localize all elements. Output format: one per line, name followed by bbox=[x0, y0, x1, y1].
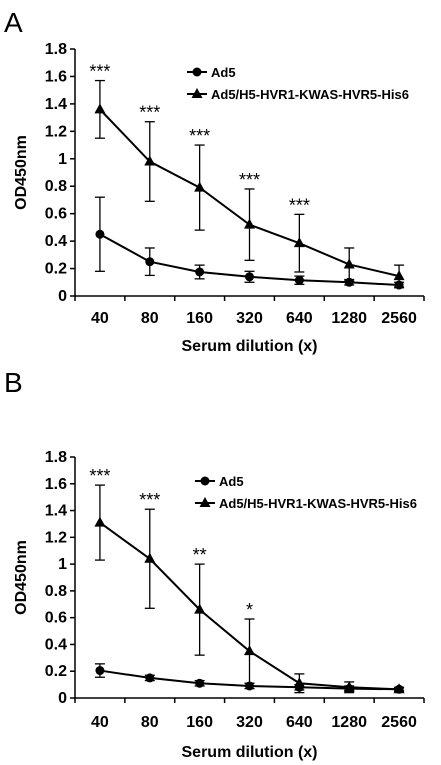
y-tick-label: 1.6 bbox=[45, 68, 67, 85]
point-circle bbox=[294, 275, 304, 285]
significance-label: *** bbox=[239, 170, 260, 190]
y-tick-label: 0 bbox=[58, 288, 67, 305]
point-triangle bbox=[94, 103, 106, 114]
point-triangle bbox=[144, 155, 156, 166]
x-tick-label: 640 bbox=[286, 714, 313, 731]
x-tick-label: 320 bbox=[236, 714, 263, 731]
significance-label: ** bbox=[193, 545, 207, 565]
legend-label: Ad5/H5-HVR1-KWAS-HVR5-His6 bbox=[211, 87, 409, 102]
point-triangle bbox=[393, 683, 405, 694]
legend-label: Ad5/H5-HVR1-KWAS-HVR5-His6 bbox=[219, 496, 417, 511]
point-triangle bbox=[244, 218, 255, 229]
y-tick-label: 0.6 bbox=[45, 206, 67, 223]
point-triangle bbox=[393, 270, 405, 281]
x-tick-label: 80 bbox=[141, 714, 159, 731]
point-triangle bbox=[194, 603, 206, 614]
y-tick-label: 0.6 bbox=[45, 610, 67, 627]
y-tick-label: 1.4 bbox=[45, 503, 67, 520]
point-triangle bbox=[144, 552, 156, 563]
point-circle bbox=[245, 272, 254, 282]
x-axis-label: Serum dilution (x) bbox=[182, 744, 318, 761]
y-tick-label: 1 bbox=[58, 151, 67, 168]
point-triangle bbox=[343, 258, 355, 269]
y-tick-label: 0.4 bbox=[45, 636, 67, 653]
y-axis-label: OD450nm bbox=[13, 135, 30, 210]
legend-marker-circle bbox=[192, 67, 202, 77]
legend-marker-triangle bbox=[191, 88, 203, 98]
panel-letter-b: B bbox=[4, 367, 23, 398]
y-tick-label: 1.8 bbox=[45, 449, 67, 466]
significance-label: *** bbox=[89, 466, 110, 486]
significance-label: *** bbox=[139, 103, 160, 123]
x-tick-label: 80 bbox=[141, 310, 159, 327]
x-axis-label: Serum dilution (x) bbox=[182, 338, 318, 355]
point-circle bbox=[195, 678, 205, 688]
y-axis-label: OD450nm bbox=[13, 540, 30, 615]
point-triangle bbox=[194, 181, 206, 192]
panel-letter-a: A bbox=[4, 7, 23, 38]
point-circle bbox=[344, 277, 354, 287]
legend-marker-triangle bbox=[199, 497, 211, 507]
point-circle bbox=[95, 666, 105, 676]
y-tick-label: 1.4 bbox=[45, 96, 67, 113]
x-tick-label: 2560 bbox=[381, 714, 417, 731]
x-tick-label: 160 bbox=[186, 310, 213, 327]
point-triangle bbox=[293, 677, 305, 688]
x-tick-label: 1280 bbox=[331, 714, 367, 731]
point-triangle bbox=[343, 681, 355, 692]
y-tick-label: 1.2 bbox=[45, 529, 67, 546]
y-tick-label: 1 bbox=[58, 556, 67, 573]
x-tick-label: 160 bbox=[186, 714, 213, 731]
y-tick-label: 0.2 bbox=[45, 663, 67, 680]
y-tick-label: 0.2 bbox=[45, 261, 67, 278]
point-triangle bbox=[244, 645, 255, 656]
significance-label: *** bbox=[289, 195, 310, 215]
y-tick-label: 0.8 bbox=[45, 178, 67, 195]
significance-label: *** bbox=[139, 490, 160, 510]
x-tick-label: 640 bbox=[286, 310, 313, 327]
point-circle bbox=[195, 267, 205, 277]
significance-label: * bbox=[246, 600, 253, 620]
significance-label: *** bbox=[189, 126, 210, 146]
chart-panel-b: 0 0.2 0.4 0.6 0.8 1 1.2 1.4 1.6 1.8 40 80 160 320 640 1… bbox=[13, 449, 425, 761]
x-tick-label: 40 bbox=[91, 310, 109, 327]
x-tick-label: 320 bbox=[236, 310, 263, 327]
y-tick-label: 1.2 bbox=[45, 123, 67, 140]
point-triangle bbox=[94, 516, 106, 527]
legend-label: Ad5 bbox=[219, 474, 244, 489]
y-tick-label: 0.4 bbox=[45, 233, 67, 250]
chart-panel-a: 0 0.2 0.4 0.6 0.8 1 1.2 1.4 1.6 1.8 40 80 160 320 640 1… bbox=[13, 41, 425, 355]
point-circle bbox=[95, 229, 105, 239]
x-tick-label: 1280 bbox=[331, 310, 367, 327]
y-tick-label: 0 bbox=[58, 690, 67, 707]
y-tick-label: 1.6 bbox=[45, 476, 67, 493]
y-tick-label: 1.8 bbox=[45, 41, 67, 58]
legend-marker-circle bbox=[200, 476, 210, 486]
x-tick-label: 2560 bbox=[381, 310, 417, 327]
y-tick-label: 0.8 bbox=[45, 583, 67, 600]
significance-label: *** bbox=[89, 62, 110, 82]
x-tick-label: 40 bbox=[91, 714, 109, 731]
legend-label: Ad5 bbox=[211, 65, 236, 80]
point-circle bbox=[145, 257, 155, 267]
point-circle bbox=[145, 673, 155, 683]
point-triangle bbox=[293, 237, 305, 248]
